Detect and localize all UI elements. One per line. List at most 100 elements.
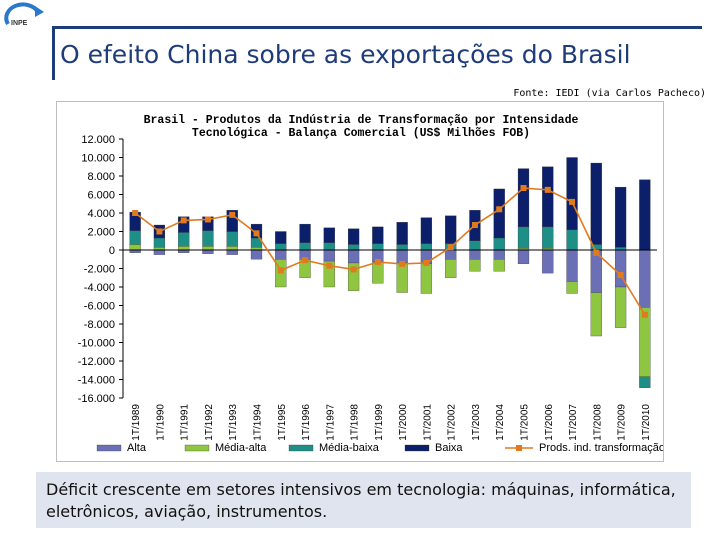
x-tick-label: 1T/1991	[180, 404, 191, 441]
y-tick-label: -10.000	[78, 338, 115, 350]
x-tick-label: 1T/2004	[495, 404, 506, 441]
x-tick-label: 1T/1990	[155, 404, 166, 441]
y-tick-label: 8.000	[87, 171, 115, 183]
bar-segment	[614, 186, 627, 248]
bar-segment	[639, 376, 651, 388]
line-point	[447, 244, 454, 251]
y-tick-label: 2.000	[87, 227, 115, 239]
legend-line-marker	[516, 445, 522, 451]
bar-segment	[226, 249, 238, 255]
y-tick-label: 6.000	[87, 190, 115, 202]
bar-segment	[420, 217, 433, 244]
x-tick-label: 1T/2010	[641, 404, 652, 441]
y-tick-label: -2.000	[84, 264, 115, 276]
logo-arc	[4, 2, 40, 26]
bar-segment	[420, 263, 433, 294]
y-tick-label: -4.000	[84, 282, 115, 294]
bar-segment	[566, 229, 578, 251]
bar-segment	[299, 223, 311, 243]
line-point	[326, 262, 333, 269]
bar-segment	[275, 231, 287, 244]
bar-segment	[347, 244, 360, 251]
bar-segment	[323, 242, 335, 251]
bar-segment	[178, 216, 190, 233]
line-point	[229, 211, 236, 218]
line-point	[593, 249, 600, 256]
bar-segment	[445, 249, 457, 260]
bar-segment	[129, 244, 141, 251]
x-tick-label: 1T/1994	[253, 404, 264, 441]
line-point	[156, 228, 163, 235]
y-tick-label: -6.000	[84, 301, 115, 313]
bar-segment	[469, 249, 481, 260]
bar-segment	[153, 249, 166, 255]
x-tick-label: 1T/2007	[568, 404, 579, 441]
line-point	[277, 267, 284, 274]
y-tick-label: 0	[109, 245, 115, 257]
x-tick-label: 1T/1996	[301, 404, 312, 441]
x-tick-label: 1T/2001	[422, 404, 433, 441]
y-tick-label: -14.000	[78, 375, 115, 387]
y-tick-label: 10.000	[81, 153, 115, 165]
line-point	[496, 206, 503, 213]
bar-segment	[323, 227, 335, 243]
bar-segment	[639, 307, 651, 377]
line-point	[641, 311, 648, 318]
bar-segment	[542, 249, 554, 274]
bar-segment	[542, 166, 554, 228]
caption-line2: eletrônicos, aviação, instrumentos.	[46, 502, 328, 521]
bar-segment	[469, 259, 481, 272]
bar-segment	[226, 231, 238, 247]
bar-segment	[226, 246, 238, 251]
x-tick-label: 1T/1989	[131, 404, 142, 441]
bar-segment	[396, 222, 408, 245]
bar-segment	[153, 237, 166, 248]
bar-segment	[590, 292, 602, 337]
bar-segment	[226, 210, 238, 232]
bar-segment	[347, 262, 360, 291]
bar-segment	[639, 249, 651, 308]
y-tick-label: -12.000	[78, 356, 115, 368]
legend-swatch	[288, 444, 314, 452]
bar-segment	[493, 188, 505, 239]
x-tick-label: 1T/1997	[325, 404, 336, 441]
legend-label: Média-baixa	[319, 442, 380, 454]
x-tick-label: 1T/2008	[592, 404, 603, 441]
x-tick-label: 1T/2006	[544, 404, 555, 441]
legend-label: Média-alta	[215, 442, 267, 454]
bar-segment	[566, 157, 578, 230]
bar-segment	[420, 243, 433, 251]
line-point	[204, 216, 211, 223]
caption-line1: Déficit crescente em setores intensivos …	[46, 480, 676, 499]
legend-swatch	[96, 444, 122, 452]
line-point	[374, 259, 381, 266]
bar-segment	[396, 244, 408, 251]
y-tick-label: 12.000	[81, 134, 115, 146]
bar-segment	[372, 243, 384, 251]
chart-svg: 12.000 10.000 8.000 6.000 4.000 2.000 0 -2.000 -…	[78, 134, 663, 454]
caption-box: Déficit crescente em setores intensivos …	[36, 472, 691, 528]
bar-segment	[614, 286, 627, 328]
legend-label: Baixa	[435, 442, 463, 454]
chart-container: Brasil - Produtos da Indústria de Transf…	[56, 101, 664, 462]
bar-segment	[590, 162, 602, 245]
line-point	[569, 198, 576, 205]
legend-swatch	[404, 444, 430, 452]
line-point	[180, 217, 187, 224]
line-point	[132, 210, 139, 216]
bar-segment	[493, 249, 505, 260]
line-point	[423, 259, 430, 266]
y-tick-label: -16.000	[78, 393, 115, 405]
bar-segment	[566, 281, 578, 294]
bar-segment	[202, 230, 214, 247]
line-point	[471, 222, 478, 229]
legend-swatch	[184, 444, 210, 452]
source-note: Fonte: IEDI (via Carlos Pacheco)	[513, 88, 706, 99]
bar-segment	[202, 249, 214, 254]
bar-segment	[299, 242, 311, 251]
bar-segment	[202, 246, 214, 251]
logo-text: INPE	[11, 20, 28, 27]
bar-segment	[566, 249, 578, 282]
bar-segment	[323, 260, 335, 288]
bar-segment	[517, 249, 530, 265]
